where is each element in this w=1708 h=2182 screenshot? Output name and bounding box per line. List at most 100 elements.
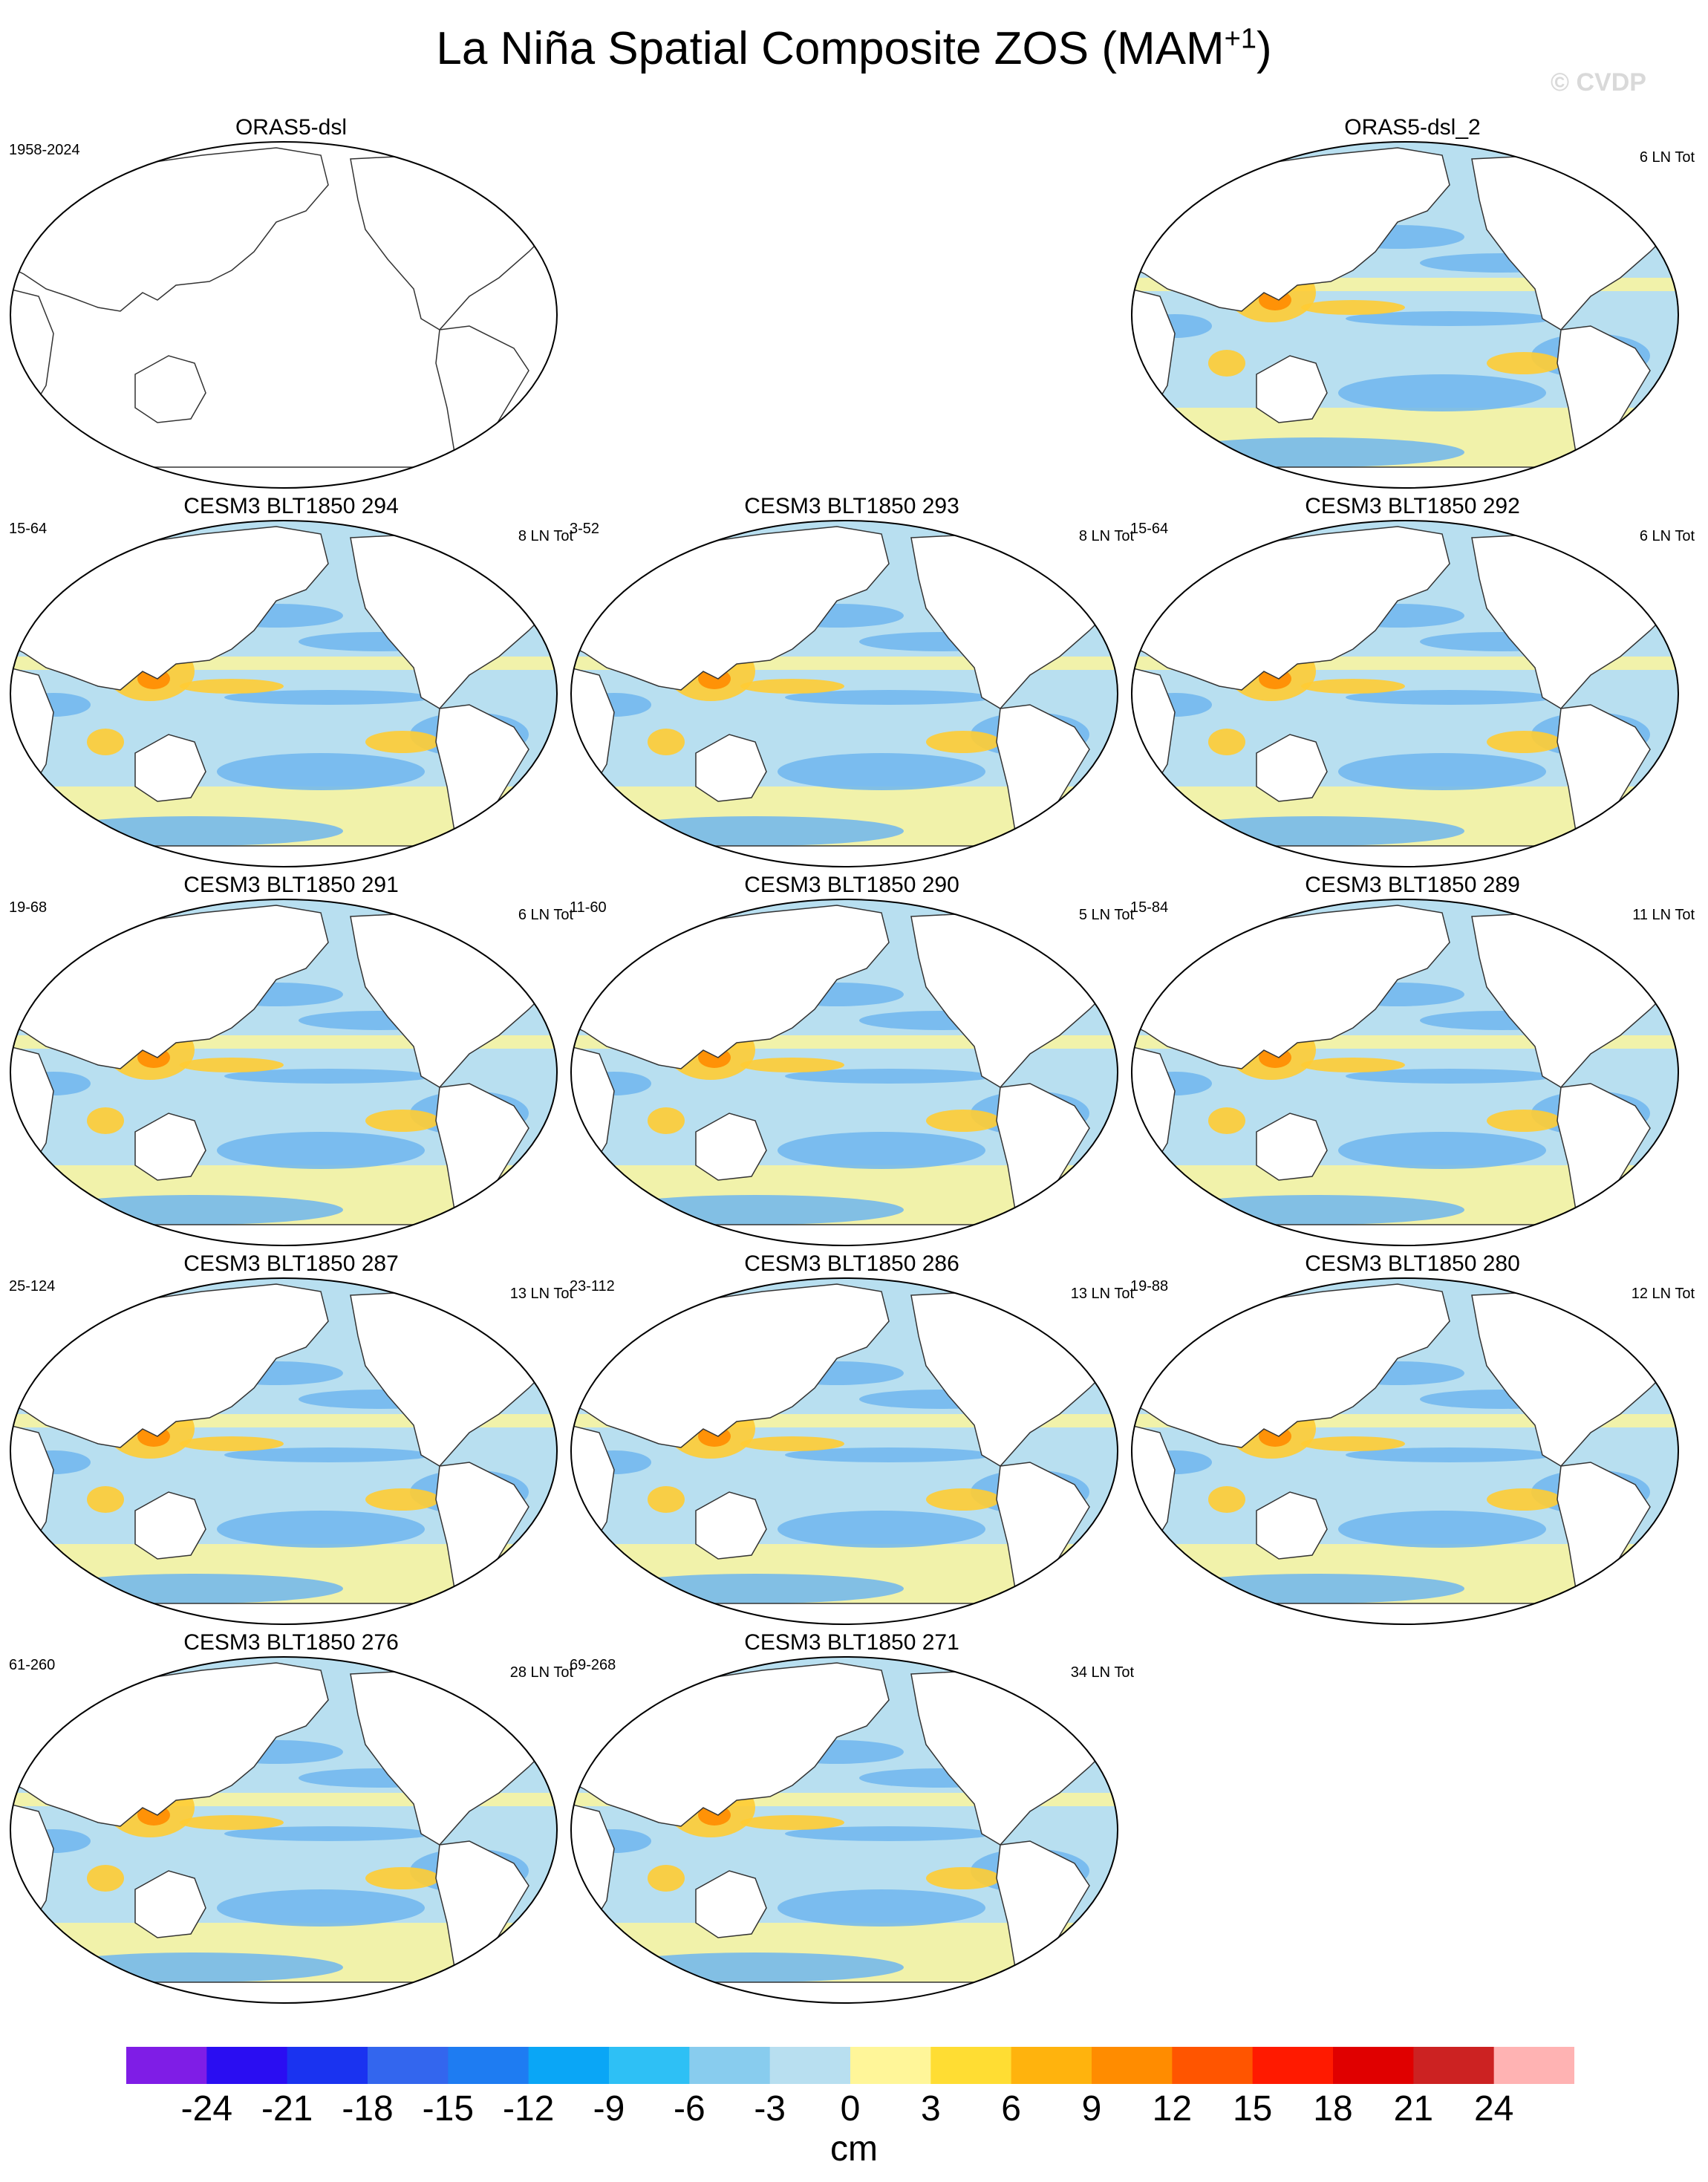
map-border (10, 141, 558, 489)
colorbar-swatch (287, 2047, 368, 2084)
negative-anomaly-patch (1346, 1069, 1554, 1084)
colorbar-tick-label: -3 (754, 2089, 786, 2129)
colorbar-tick-label: 3 (920, 2089, 941, 2129)
positive-anomaly-patch (87, 729, 124, 755)
negative-anomaly-patch (46, 1953, 343, 1982)
colorbar-tick-label: 12 (1152, 2089, 1193, 2129)
negative-anomaly-patch (1167, 1195, 1464, 1225)
map-border (1131, 899, 1679, 1246)
map-panel: CESM3 BLT1850 292 15-64 6 LN Tot (1130, 494, 1695, 867)
colorbar-swatch (1092, 2047, 1173, 2084)
colorbar-tick-label: 21 (1393, 2089, 1434, 2129)
positive-anomaly-patch (1208, 1486, 1245, 1513)
positive-anomaly-patch (1301, 1436, 1405, 1451)
positive-anomaly-patch (87, 1107, 124, 1134)
negative-anomaly-patch (785, 690, 993, 705)
colorbar-tick-label: -21 (261, 2089, 313, 2129)
negative-anomaly-patch (217, 1132, 425, 1169)
colorbar-tick-label: -15 (422, 2089, 475, 2129)
land-australia (1256, 1491, 1328, 1560)
negative-anomaly-patch (46, 816, 343, 846)
positive-anomaly-patch (1208, 350, 1245, 377)
world-map (1131, 899, 1679, 1246)
positive-anomaly-patch (365, 1110, 440, 1132)
map-panel: CESM3 BLT1850 280 19-88 12 LN Tot (1130, 1251, 1695, 1625)
positive-anomaly-patch (1487, 731, 1561, 753)
positive-anomaly-patch (87, 1865, 124, 1892)
negative-anomaly-patch (46, 1195, 343, 1225)
negative-anomaly-patch (224, 690, 432, 705)
colorbar-swatch (1252, 2047, 1334, 2084)
negative-anomaly-patch (607, 816, 904, 846)
colorbar-tick-label: -9 (593, 2089, 625, 2129)
colorbar (126, 2047, 1574, 2084)
negative-anomaly-patch (1167, 437, 1464, 467)
positive-anomaly-patch (1301, 679, 1405, 694)
world-map (1131, 141, 1679, 489)
positive-anomaly-patch (1487, 352, 1561, 374)
panel-event-count: 13 LN Tot (509, 1286, 573, 1302)
map-border (570, 899, 1118, 1246)
colorbar-swatch (1413, 2047, 1495, 2084)
panel-title: CESM3 BLT1850 271 (744, 1630, 959, 1655)
colorbar-tick-label: 6 (1001, 2089, 1022, 2129)
panel-year-range: 15-84 (1130, 899, 1169, 916)
map-border (10, 899, 558, 1246)
world-map (1131, 520, 1679, 867)
map-panel: CESM3 BLT1850 271 69-268 34 LN Tot (570, 1630, 1134, 2004)
colorbar-swatch (368, 2047, 449, 2084)
map-panel: CESM3 BLT1850 289 15-84 11 LN Tot (1130, 873, 1695, 1246)
land-australia (695, 1870, 767, 1938)
panel-year-range: 19-88 (1130, 1278, 1169, 1294)
world-map (570, 520, 1118, 867)
colorbar-swatch (930, 2047, 1012, 2084)
panel-year-range: 1958-2024 (9, 142, 80, 158)
map-border (1131, 520, 1679, 867)
negative-anomaly-patch (1338, 1511, 1546, 1548)
panel-year-range: 15-64 (1130, 521, 1169, 537)
colorbar-tick-labels: -24 -21 -18 -15 -12 -9 -6 -3 0 3 6 9 12 15 18 21 24 (126, 2088, 1574, 2133)
colorbar-swatch (689, 2047, 771, 2084)
land-antarctica (1173, 466, 1637, 488)
panel-title: CESM3 BLT1850 291 (183, 873, 399, 897)
panel-event-count: 8 LN Tot (518, 528, 573, 544)
map-border (10, 1656, 558, 2004)
land-antarctica (612, 1603, 1077, 1624)
world-map (570, 1656, 1118, 2004)
map-panel: CESM3 BLT1850 287 25-124 13 LN Tot (9, 1251, 573, 1625)
colorbar-tick-label: -18 (342, 2089, 394, 2129)
colorbar-swatch (1333, 2047, 1414, 2084)
world-map (10, 141, 558, 489)
panel-title: CESM3 BLT1850 280 (1305, 1251, 1520, 1276)
colorbar-swatch (206, 2047, 288, 2084)
panel-event-count: 12 LN Tot (1631, 1286, 1695, 1302)
panel-title: CESM3 BLT1850 290 (744, 873, 959, 897)
panel-title: CESM3 BLT1850 293 (744, 494, 959, 518)
positive-anomaly-patch (740, 679, 844, 694)
map-panel: ORAS5-dsl_2 6 LN Tot (1130, 115, 1695, 489)
positive-anomaly-patch (1487, 1110, 1561, 1132)
positive-anomaly-patch (365, 1867, 440, 1889)
negative-anomaly-patch (607, 1953, 904, 1982)
panel-year-range: 15-64 (9, 521, 48, 537)
panel-title: CESM3 BLT1850 294 (183, 494, 399, 518)
negative-anomaly-patch (217, 753, 425, 790)
panel-event-count: 28 LN Tot (509, 1664, 573, 1681)
negative-anomaly-patch (785, 1447, 993, 1462)
land-australia (1256, 1113, 1328, 1181)
world-map (10, 1277, 558, 1625)
land-antarctica (1173, 1603, 1637, 1624)
world-map (10, 1656, 558, 2004)
panel-year-range: 69-268 (570, 1657, 616, 1673)
positive-anomaly-patch (740, 1436, 844, 1451)
positive-anomaly-patch (926, 1488, 1000, 1511)
positive-anomaly-patch (365, 1488, 440, 1511)
colorbar-swatch (1172, 2047, 1254, 2084)
positive-anomaly-patch (926, 1110, 1000, 1132)
land-australia (695, 734, 767, 802)
land-antarctica (1173, 845, 1637, 867)
colorbar-swatch (528, 2047, 610, 2084)
land-australia (134, 734, 206, 802)
colorbar-tick-label: -6 (673, 2089, 705, 2129)
negative-anomaly-patch (224, 1826, 432, 1841)
